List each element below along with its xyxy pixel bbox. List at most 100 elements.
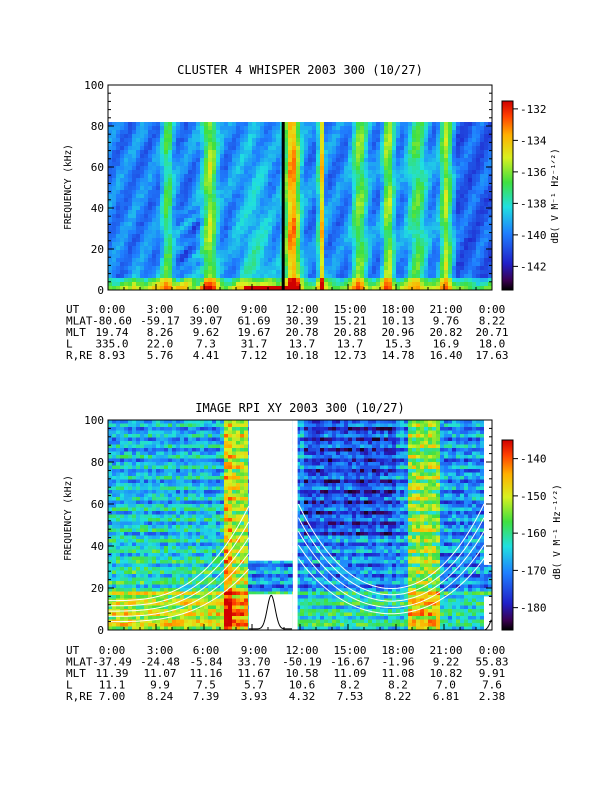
spectrogram-cell bbox=[160, 431, 165, 435]
spectrogram-cell bbox=[436, 126, 441, 131]
spectrogram-cell bbox=[120, 254, 125, 259]
spectrogram-cell bbox=[148, 508, 153, 512]
spectrogram-cell bbox=[344, 258, 349, 263]
spectrogram-cell bbox=[392, 142, 397, 147]
spectrogram-cell bbox=[172, 146, 177, 151]
spectrogram-cell bbox=[368, 150, 373, 155]
spectrogram-cell bbox=[308, 254, 313, 259]
spectrogram-cell bbox=[144, 210, 149, 215]
spectrogram-cell bbox=[432, 242, 437, 247]
spectrogram-cell bbox=[176, 218, 181, 223]
spectrogram-cell bbox=[432, 178, 437, 183]
spectrogram-cell bbox=[252, 186, 257, 191]
spectrogram-cell bbox=[252, 270, 257, 275]
spectrogram-cell bbox=[256, 190, 261, 195]
spectrogram-cell bbox=[340, 142, 345, 147]
spectrogram-cell bbox=[128, 585, 133, 589]
spectrogram-cell bbox=[380, 198, 385, 203]
spectrogram-cell bbox=[136, 170, 141, 175]
spectrogram-cell bbox=[376, 266, 381, 271]
spectrogram-cell bbox=[188, 178, 193, 183]
spectrogram-cell bbox=[352, 146, 357, 151]
spectrogram-cell bbox=[372, 206, 377, 211]
spectrogram-cell bbox=[356, 134, 361, 139]
spectrogram-cell bbox=[140, 473, 145, 477]
spectrogram-cell bbox=[292, 266, 297, 271]
spectrogram-cell bbox=[116, 126, 121, 131]
spectrogram-cell bbox=[112, 529, 117, 533]
spectrogram-cell bbox=[144, 581, 149, 585]
spectrogram-cell bbox=[360, 190, 365, 195]
spectrogram-cell bbox=[156, 571, 161, 575]
spectrogram-cell bbox=[364, 234, 369, 239]
spectrogram-cell bbox=[148, 539, 153, 543]
spectrogram-cell bbox=[372, 254, 377, 259]
spectrogram-cell bbox=[468, 162, 473, 167]
spectrogram-cell bbox=[328, 134, 333, 139]
spectrogram-cell bbox=[120, 623, 125, 627]
spectrogram-cell bbox=[440, 242, 445, 247]
spectrogram-cell bbox=[144, 278, 149, 283]
spectrogram-cell bbox=[388, 190, 393, 195]
spectrogram-cell bbox=[152, 501, 157, 505]
spectrogram-cell bbox=[144, 214, 149, 219]
spectrogram-cell bbox=[276, 134, 281, 139]
spectrogram-cell bbox=[472, 242, 477, 247]
spectrogram-cell bbox=[460, 158, 465, 163]
spectrogram-cell bbox=[260, 278, 265, 283]
spectrogram-cell bbox=[384, 138, 389, 143]
spectrogram-cell bbox=[416, 278, 421, 283]
spectrogram-cell bbox=[328, 174, 333, 179]
spectrogram-cell bbox=[260, 266, 265, 271]
spectrogram-cell bbox=[308, 122, 313, 127]
spectrogram-cell bbox=[116, 270, 121, 275]
spectrogram-cell bbox=[460, 190, 465, 195]
spectrogram-cell bbox=[468, 266, 473, 271]
spectrogram-cell bbox=[412, 130, 417, 135]
spectrogram-cell bbox=[476, 278, 481, 283]
spectrogram-cell bbox=[232, 210, 237, 215]
spectrogram-cell bbox=[432, 234, 437, 239]
spectrogram-cell bbox=[352, 158, 357, 163]
spectrogram-cell bbox=[208, 186, 213, 191]
spectrogram-cell bbox=[292, 262, 297, 267]
spectrogram-cell bbox=[292, 226, 297, 231]
spectrogram-cell bbox=[168, 182, 173, 187]
spectrogram-cell bbox=[328, 130, 333, 135]
spectrogram-cell bbox=[384, 154, 389, 159]
spectrogram-cell bbox=[136, 497, 141, 501]
spectrogram-cell bbox=[248, 210, 253, 215]
spectrogram-cell bbox=[484, 218, 489, 223]
spectrogram-cell bbox=[240, 242, 245, 247]
spectrogram-cell bbox=[352, 202, 357, 207]
spectrogram-cell bbox=[224, 274, 229, 279]
spectrogram-cell bbox=[124, 206, 129, 211]
spectrogram-cell bbox=[128, 190, 133, 195]
spectrogram-cell bbox=[168, 146, 173, 151]
spectrogram-cell bbox=[112, 126, 117, 131]
spectrogram-cell bbox=[156, 532, 161, 536]
spectrogram-cell bbox=[392, 230, 397, 235]
spectrogram-cell bbox=[304, 190, 309, 195]
spectrogram-cell bbox=[360, 146, 365, 151]
spectrogram-cell bbox=[300, 138, 305, 143]
spectrogram-cell bbox=[336, 266, 341, 271]
spectrogram-cell bbox=[264, 246, 269, 251]
spectrogram-cell bbox=[300, 126, 305, 131]
spectrogram-cell bbox=[260, 166, 265, 171]
spectrogram-cell bbox=[112, 186, 117, 191]
spectrogram-cell bbox=[384, 142, 389, 147]
spectrogram-cell bbox=[140, 539, 145, 543]
spectrogram-cell bbox=[472, 174, 477, 179]
spectrogram-cell bbox=[456, 258, 461, 263]
spectrogram-cell bbox=[304, 202, 309, 207]
spectrogram-cell bbox=[276, 230, 281, 235]
spectrogram-cell bbox=[180, 254, 185, 259]
spectrogram-cell bbox=[172, 254, 177, 259]
spectrogram-cell bbox=[212, 166, 217, 171]
spectrogram-cell bbox=[156, 525, 161, 529]
spectrogram-cell bbox=[340, 242, 345, 247]
spectrogram-cell bbox=[156, 539, 161, 543]
spectrogram-cell bbox=[444, 186, 449, 191]
spectrogram-cell bbox=[376, 154, 381, 159]
